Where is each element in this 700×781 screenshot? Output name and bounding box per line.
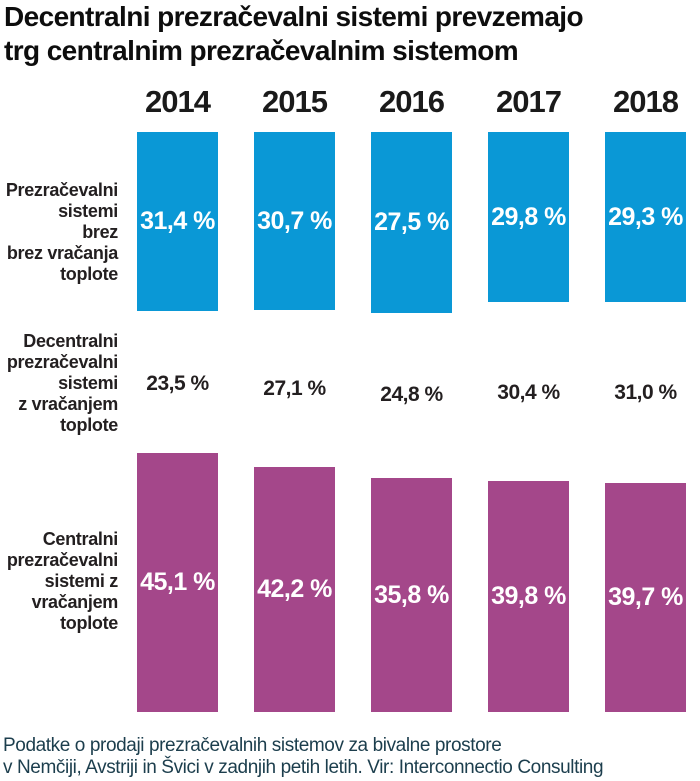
bar-no-heat-recovery: 29,3 % xyxy=(605,132,686,302)
row-label-central-heat-recovery: Centralni prezračevalni sistemi z vračan… xyxy=(6,529,118,633)
bar-value-label: 39,8 % xyxy=(491,582,566,610)
bar-central-heat-recovery: 39,8 % xyxy=(488,481,569,712)
bar-value-label: 35,8 % xyxy=(374,580,449,609)
bar-value-label: 31,4 % xyxy=(140,207,215,235)
bar-central-heat-recovery: 35,8 % xyxy=(371,478,452,712)
row-label-decentral-heat-recovery: Decentralni prezračevalni sistemi z vrač… xyxy=(6,331,118,435)
bar-no-heat-recovery: 29,8 % xyxy=(488,132,569,302)
bar-no-heat-recovery: 31,4 % xyxy=(137,132,218,311)
year-label: 2017 xyxy=(496,84,562,119)
source-note: Podatke o prodaji prezračevalnih sistemo… xyxy=(3,735,604,778)
bar-value-label: 30,7 % xyxy=(257,206,332,235)
row-label-no-heat-recovery: Prezračevalni sistemi brez brez vračanja… xyxy=(5,180,118,284)
text-value-decentral: 23,5 % xyxy=(146,372,209,395)
bar-value-label: 45,1 % xyxy=(140,568,215,596)
text-value-decentral: 31,0 % xyxy=(614,381,677,404)
bar-central-heat-recovery: 39,7 % xyxy=(605,483,686,712)
year-label: 2014 xyxy=(145,84,211,119)
bar-value-label: 42,2 % xyxy=(257,575,332,603)
bar-value-label: 29,3 % xyxy=(608,202,683,231)
bar-no-heat-recovery: 30,7 % xyxy=(254,132,335,310)
year-label: 2015 xyxy=(262,84,328,119)
bar-value-label: 29,8 % xyxy=(491,202,566,231)
bar-central-heat-recovery: 42,2 % xyxy=(254,467,335,712)
year-label: 2016 xyxy=(379,84,445,119)
text-value-decentral: 27,1 % xyxy=(263,377,326,400)
text-value-decentral: 24,8 % xyxy=(380,383,443,406)
bar-value-label: 39,7 % xyxy=(608,583,683,611)
chart-title: Decentralni prezračevalni sistemi prevze… xyxy=(4,1,584,66)
text-value-decentral: 30,4 % xyxy=(497,381,560,404)
bar-central-heat-recovery: 45,1 % xyxy=(137,453,218,712)
bar-value-label: 27,5 % xyxy=(374,208,449,236)
year-label: 2018 xyxy=(613,84,679,119)
bar-no-heat-recovery: 27,5 % xyxy=(371,132,452,313)
